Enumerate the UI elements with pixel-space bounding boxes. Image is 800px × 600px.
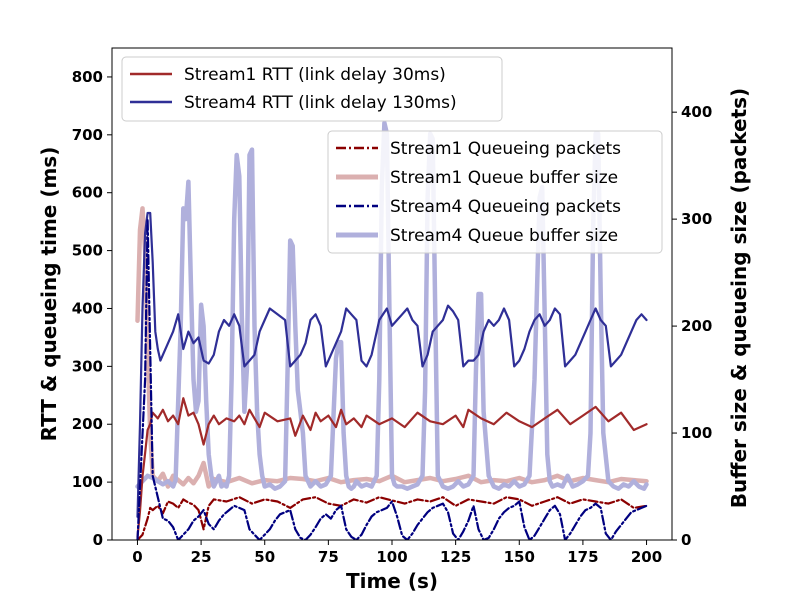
legend-left: Stream1 RTT (link delay 30ms) Stream4 RT…	[121, 56, 503, 122]
x-tick-label-150: 150	[504, 548, 535, 566]
x-tick-label-100: 100	[376, 548, 407, 566]
x-tick-label-200: 200	[631, 548, 662, 566]
y-left-tick-label-200: 200	[72, 415, 103, 433]
legend-right-frame	[327, 130, 663, 254]
x-tick-label-50: 50	[254, 548, 275, 566]
y-right-tick-label-300: 300	[681, 210, 712, 228]
x-tick-label-25: 25	[191, 548, 212, 566]
y-left-tick-label-500: 500	[72, 242, 103, 260]
y-right-tick-label-400: 400	[681, 103, 712, 121]
legend-right-label-stream1-queueing: Stream1 Queueing packets	[390, 139, 621, 159]
legend-left-frame	[121, 56, 503, 122]
y-left-tick-label-0: 0	[93, 531, 103, 549]
x-tick-label-125: 125	[440, 548, 471, 566]
y-axis-label-right: Buffer size & queueing size (packets)	[727, 88, 751, 508]
y-left-tick-label-100: 100	[72, 473, 103, 491]
legend-right: Stream1 Queueing packets Stream1 Queue b…	[327, 130, 663, 254]
x-tick-label-175: 175	[567, 548, 598, 566]
legend-left-label-stream1-rtt: Stream1 RTT (link delay 30ms)	[184, 65, 446, 85]
series-stream1-queueing-packets	[136, 496, 648, 540]
series-stream1-rtt-link-delay-30ms	[136, 397, 648, 539]
y-left-tick-label-800: 800	[72, 68, 103, 86]
x-tick-label-75: 75	[318, 548, 339, 566]
series-stream4-rtt-link-delay-130ms	[136, 211, 648, 518]
y-right-tick-label-0: 0	[681, 531, 691, 549]
y-right-tick-label-100: 100	[681, 424, 712, 442]
y-left-tick-label-600: 600	[72, 184, 103, 202]
y-left-tick-label-700: 700	[72, 126, 103, 144]
series-stream4-queue-buffer-size	[135, 120, 649, 491]
series-layer	[135, 120, 649, 540]
y-left-tick-label-400: 400	[72, 299, 103, 317]
legend-left-label-stream4-rtt: Stream4 RTT (link delay 130ms)	[184, 93, 457, 113]
legend-right-label-stream1-buffer: Stream1 Queue buffer size	[390, 168, 618, 188]
y-axis-label-left: RTT & queueing time (ms)	[37, 147, 61, 442]
x-tick-label-0: 0	[132, 548, 142, 566]
x-axis-label: Time (s)	[346, 569, 438, 593]
legend-right-label-stream4-buffer: Stream4 Queue buffer size	[390, 226, 618, 246]
y-left-tick-label-300: 300	[72, 357, 103, 375]
legend-right-label-stream4-queueing: Stream4 Queueing packets	[390, 197, 621, 217]
ticks-layer: 0 25 50 75 100 125 150 175 200 0 100 200 300 400 500 60…	[72, 68, 713, 566]
y-right-tick-label-200: 200	[681, 317, 712, 335]
series-stream4-queueing-packets	[136, 218, 648, 540]
